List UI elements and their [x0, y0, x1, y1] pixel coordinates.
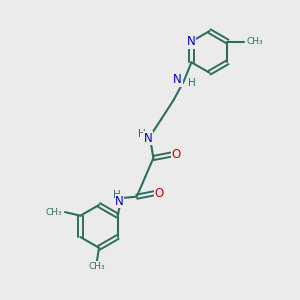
Text: H: H: [113, 190, 121, 200]
Text: CH₃: CH₃: [88, 262, 105, 271]
Text: N: N: [187, 35, 196, 48]
Text: H: H: [138, 129, 146, 139]
Text: N: N: [173, 74, 182, 86]
Text: CH₃: CH₃: [46, 208, 63, 217]
Text: CH₃: CH₃: [247, 37, 263, 46]
Text: O: O: [171, 148, 181, 161]
Text: O: O: [155, 187, 164, 200]
Text: N: N: [144, 132, 153, 145]
Text: H: H: [188, 78, 196, 88]
Text: N: N: [115, 195, 124, 208]
